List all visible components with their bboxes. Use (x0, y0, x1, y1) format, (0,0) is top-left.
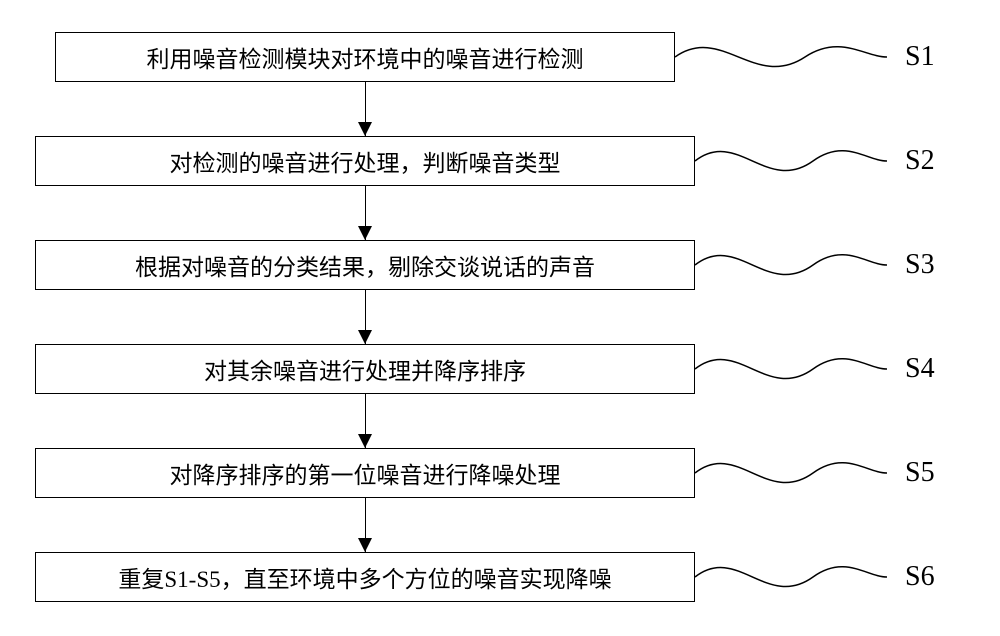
wavy-connector (695, 344, 887, 394)
step-box-s6: 重复S1-S5，直至环境中多个方位的噪音实现降噪 (35, 552, 695, 602)
step-row: 利用噪音检测模块对环境中的噪音进行检测 S1 (35, 32, 965, 82)
arrow (35, 498, 965, 552)
flowchart-container: 利用噪音检测模块对环境中的噪音进行检测 S1 对检测的噪音进行处理，判断噪音类型… (35, 32, 965, 602)
step-row: 对其余噪音进行处理并降序排序 S4 (35, 344, 965, 394)
step-box-s3: 根据对噪音的分类结果，剔除交谈说话的声音 (35, 240, 695, 290)
wavy-connector (675, 32, 887, 82)
step-box-s1: 利用噪音检测模块对环境中的噪音进行检测 (55, 32, 675, 82)
step-row: 对检测的噪音进行处理，判断噪音类型 S2 (35, 136, 965, 186)
arrow (35, 290, 965, 344)
wavy-connector (695, 448, 887, 498)
step-row: 对降序排序的第一位噪音进行降噪处理 S5 (35, 448, 965, 498)
arrow (35, 82, 965, 136)
step-label-s4: S4 (905, 353, 935, 385)
arrow (35, 186, 965, 240)
step-label-s6: S6 (905, 561, 935, 593)
wavy-connector (695, 552, 887, 602)
step-box-s4: 对其余噪音进行处理并降序排序 (35, 344, 695, 394)
step-box-s2: 对检测的噪音进行处理，判断噪音类型 (35, 136, 695, 186)
step-label-s2: S2 (905, 145, 935, 177)
wavy-connector (695, 136, 887, 186)
step-box-s5: 对降序排序的第一位噪音进行降噪处理 (35, 448, 695, 498)
step-row: 根据对噪音的分类结果，剔除交谈说话的声音 S3 (35, 240, 965, 290)
step-label-s1: S1 (905, 41, 935, 73)
arrow (35, 394, 965, 448)
step-label-s5: S5 (905, 457, 935, 489)
wavy-connector (695, 240, 887, 290)
step-label-s3: S3 (905, 249, 935, 281)
step-row: 重复S1-S5，直至环境中多个方位的噪音实现降噪 S6 (35, 552, 965, 602)
